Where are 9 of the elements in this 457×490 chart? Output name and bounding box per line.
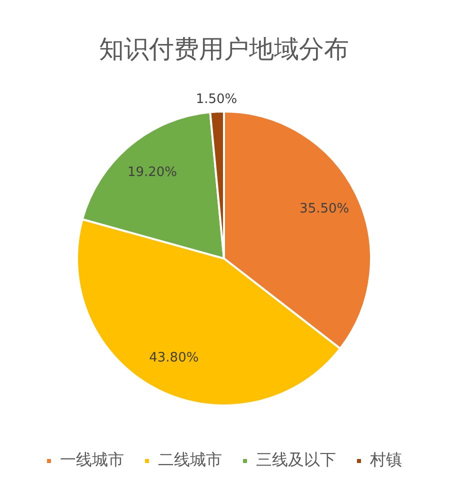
data-label: 1.50% [196, 92, 238, 108]
data-label: 35.50% [300, 202, 350, 217]
chart-title: 知识付费用户地域分布 [99, 34, 349, 64]
data-label: 19.20% [127, 165, 178, 180]
legend-label: 一线城市 [60, 450, 124, 470]
legend-label: 村镇 [369, 450, 402, 470]
data-label: 43.80% [149, 350, 199, 366]
legend-label: 三线及以下 [256, 450, 336, 470]
legend-label: 二线城市 [158, 450, 222, 470]
